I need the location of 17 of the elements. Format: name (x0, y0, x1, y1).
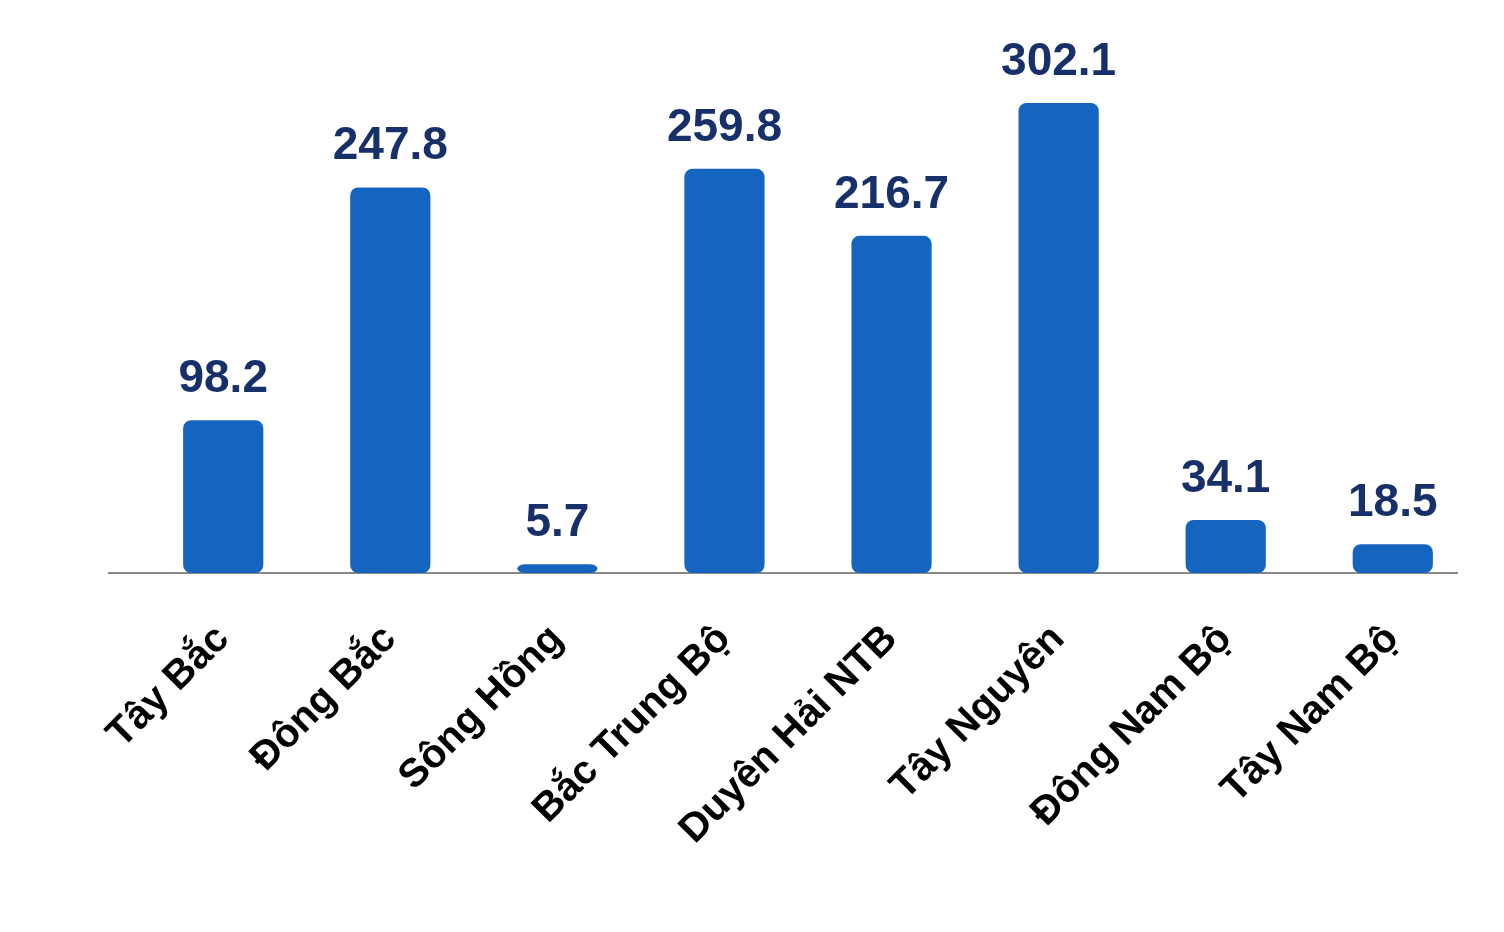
bar (1185, 519, 1266, 573)
data-label: 302.1 (1001, 33, 1117, 85)
data-label: 98.2 (178, 350, 268, 403)
data-label: 5.7 (525, 494, 590, 547)
bar (350, 187, 431, 573)
bar (684, 168, 765, 573)
data-label: 34.1 (1180, 449, 1271, 502)
data-label: 18.5 (1348, 474, 1438, 527)
data-label: 259.8 (666, 98, 783, 151)
x-tick-label: Tây Bắc (96, 614, 237, 755)
bar (1352, 544, 1433, 573)
data-label: 216.7 (833, 165, 950, 218)
bar (851, 235, 932, 573)
bar (1018, 103, 1099, 573)
bar (183, 420, 264, 573)
data-label: 247.8 (332, 117, 448, 170)
bar (517, 564, 598, 573)
